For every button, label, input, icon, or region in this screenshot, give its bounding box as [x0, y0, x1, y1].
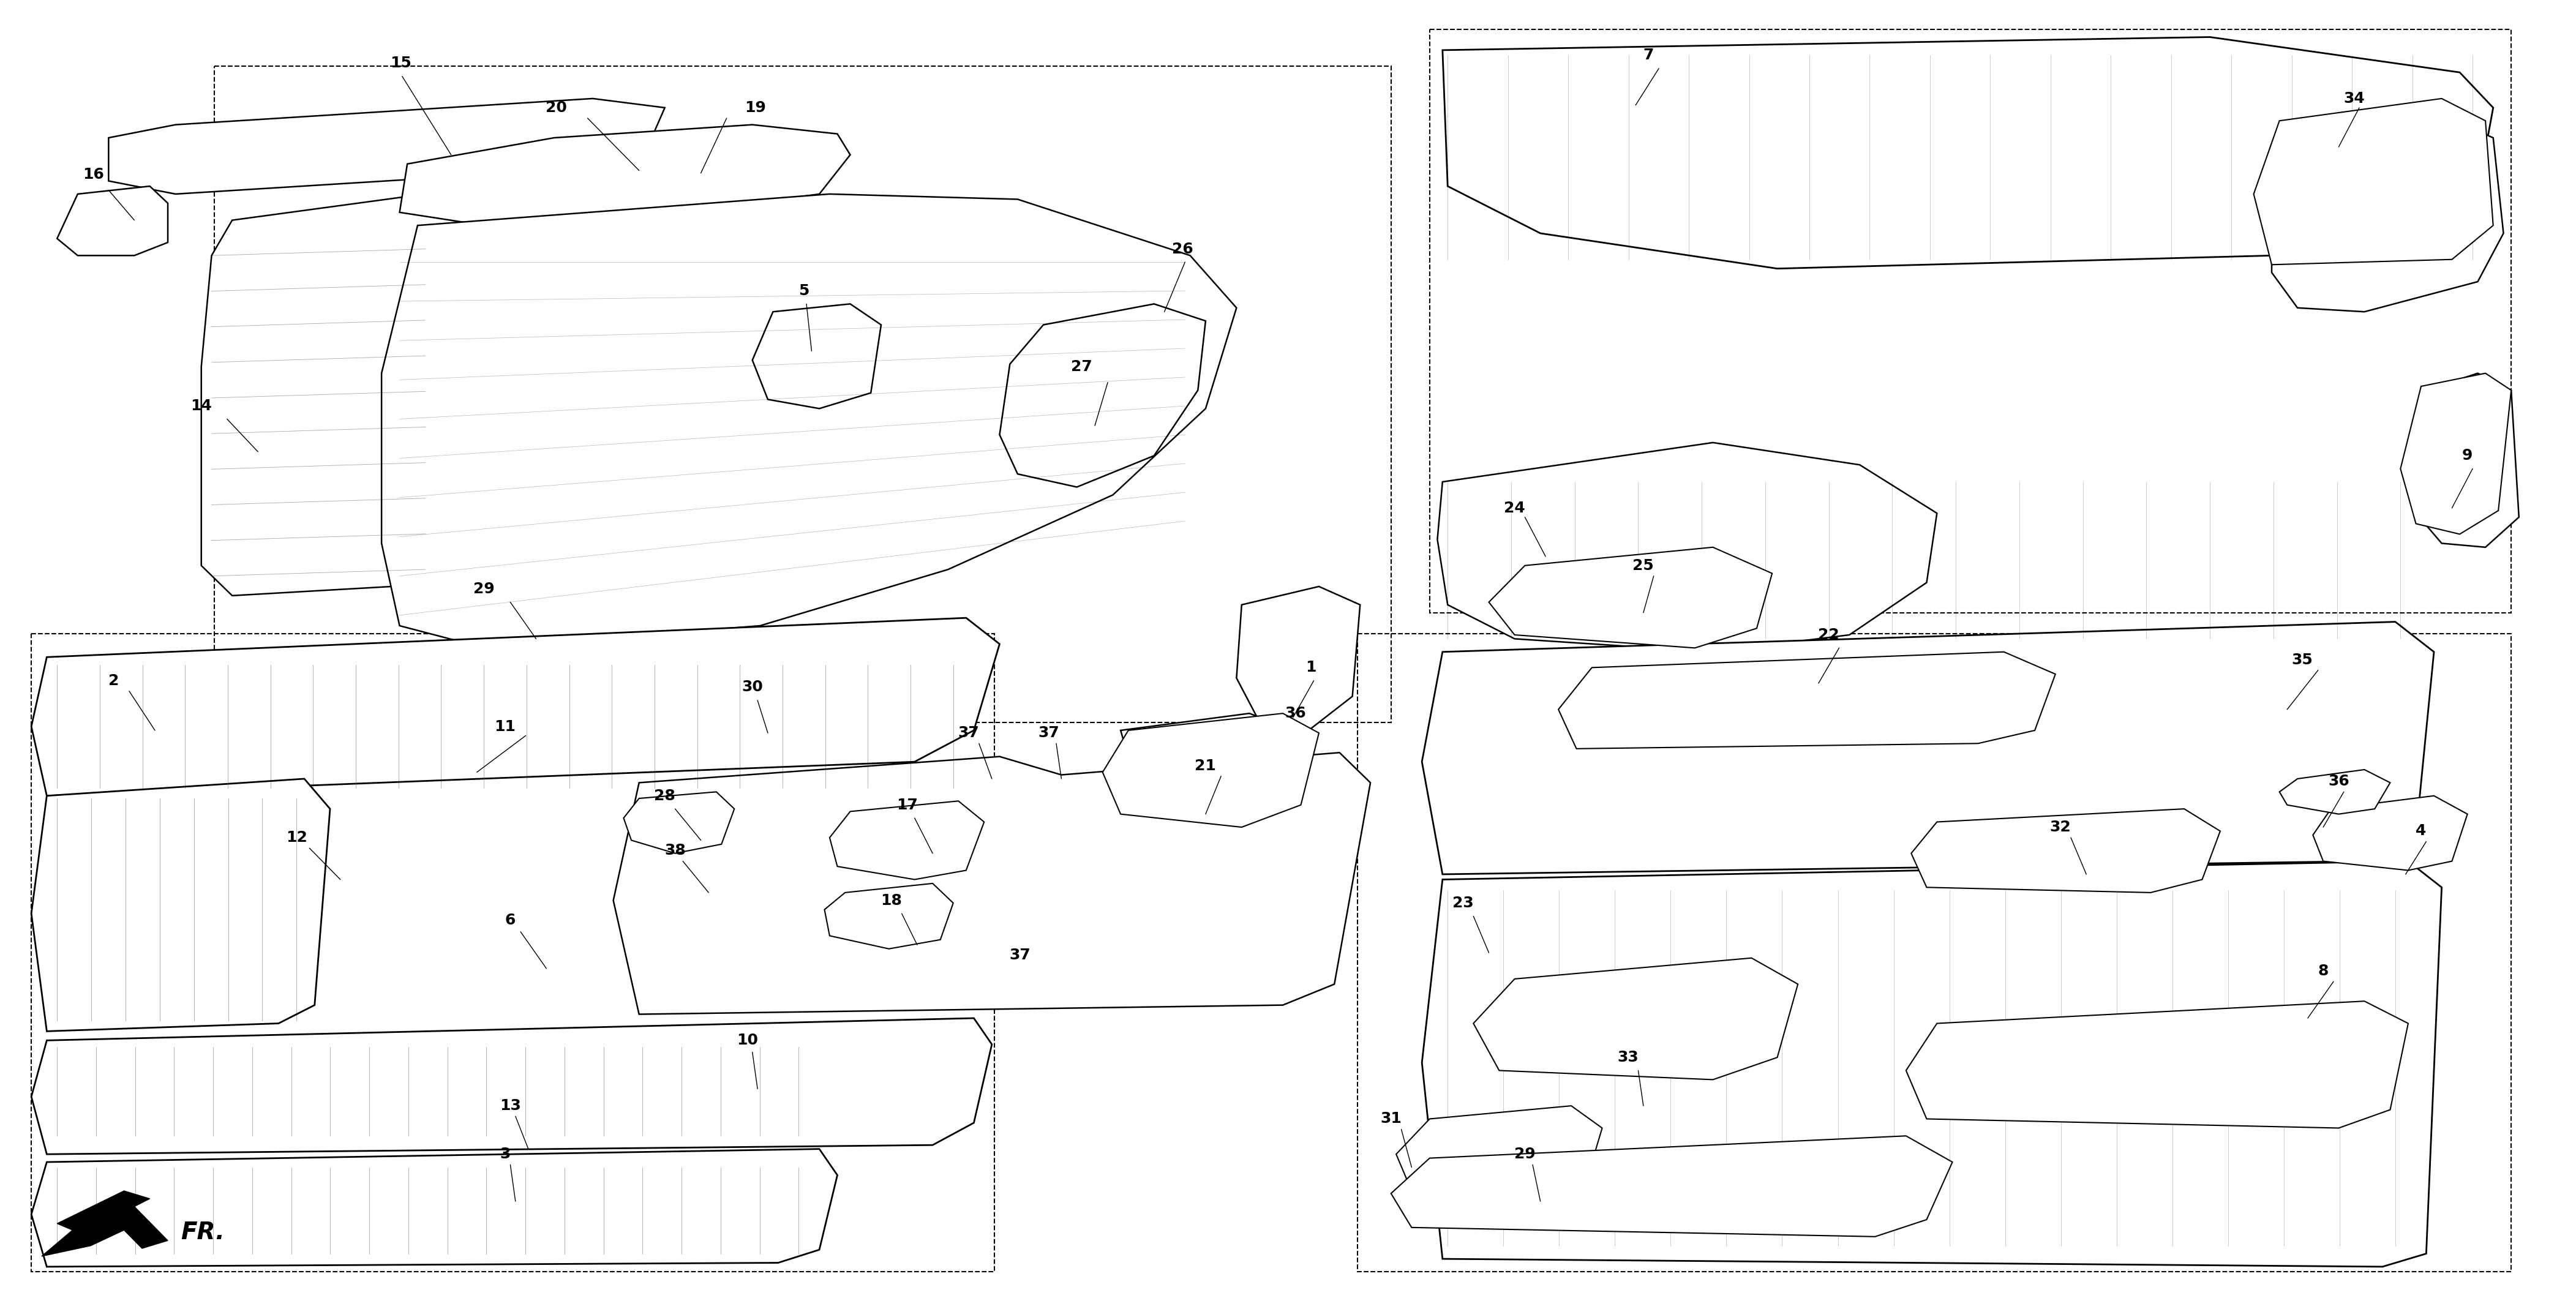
Text: 31: 31 — [1381, 1111, 1401, 1126]
Polygon shape — [1473, 958, 1798, 1080]
Polygon shape — [108, 98, 665, 194]
Text: 37: 37 — [1010, 948, 1030, 962]
Text: 35: 35 — [2293, 652, 2313, 668]
Polygon shape — [1443, 37, 2494, 268]
Text: 37: 37 — [1038, 725, 1059, 741]
Polygon shape — [1422, 622, 2434, 874]
Text: 12: 12 — [286, 830, 307, 846]
Text: 33: 33 — [1618, 1050, 1638, 1064]
Text: 38: 38 — [665, 843, 685, 859]
Text: 22: 22 — [1819, 627, 1839, 643]
Text: FR.: FR. — [180, 1221, 224, 1245]
Polygon shape — [829, 801, 984, 880]
Polygon shape — [1236, 586, 1360, 730]
Polygon shape — [399, 124, 850, 225]
Bar — [1358, 634, 2512, 1272]
Text: 16: 16 — [82, 168, 103, 182]
Text: 27: 27 — [1072, 360, 1092, 374]
Polygon shape — [31, 779, 330, 1031]
Text: 3: 3 — [500, 1147, 510, 1161]
Text: 37: 37 — [958, 725, 979, 741]
Text: 36: 36 — [2329, 774, 2349, 789]
Text: 25: 25 — [1633, 558, 1654, 573]
Polygon shape — [824, 884, 953, 949]
Text: 9: 9 — [2463, 448, 2473, 463]
Polygon shape — [31, 1018, 992, 1155]
Text: 1: 1 — [1306, 660, 1316, 675]
Polygon shape — [31, 1149, 837, 1267]
Bar — [1430, 29, 2512, 613]
Text: 26: 26 — [1172, 242, 1193, 257]
Text: 10: 10 — [737, 1033, 757, 1047]
Text: 8: 8 — [2318, 963, 2329, 978]
Text: 15: 15 — [389, 56, 412, 71]
Polygon shape — [1558, 652, 2056, 749]
Polygon shape — [752, 304, 881, 408]
Text: 34: 34 — [2344, 92, 2365, 106]
Text: 14: 14 — [191, 399, 211, 414]
Text: 20: 20 — [546, 101, 567, 115]
Text: 36: 36 — [1285, 706, 1306, 721]
Polygon shape — [2280, 770, 2391, 814]
Polygon shape — [1906, 1001, 2409, 1128]
Polygon shape — [2401, 373, 2512, 534]
Bar — [31, 634, 994, 1272]
Polygon shape — [2416, 373, 2519, 547]
Text: 4: 4 — [2416, 823, 2427, 839]
Polygon shape — [2272, 115, 2504, 312]
Polygon shape — [57, 186, 167, 255]
Polygon shape — [41, 1191, 167, 1257]
Polygon shape — [623, 792, 734, 853]
Text: 28: 28 — [654, 788, 675, 804]
Polygon shape — [2313, 796, 2468, 870]
Text: 13: 13 — [500, 1098, 520, 1113]
Polygon shape — [2254, 98, 2494, 264]
Text: 6: 6 — [505, 912, 515, 927]
Polygon shape — [999, 304, 1206, 487]
Polygon shape — [201, 194, 683, 596]
Text: 19: 19 — [744, 101, 765, 115]
Text: 18: 18 — [881, 893, 902, 907]
Text: 7: 7 — [1643, 48, 1654, 63]
Polygon shape — [381, 194, 1236, 648]
Text: 32: 32 — [2050, 819, 2071, 835]
Text: 29: 29 — [1515, 1147, 1535, 1161]
Polygon shape — [1121, 713, 1293, 827]
Text: 2: 2 — [108, 673, 118, 689]
Text: 5: 5 — [799, 284, 809, 298]
Text: 29: 29 — [474, 581, 495, 597]
Text: 11: 11 — [495, 719, 515, 734]
Polygon shape — [1489, 547, 1772, 648]
Text: 24: 24 — [1504, 500, 1525, 516]
Polygon shape — [1103, 713, 1319, 827]
Polygon shape — [1391, 1136, 1953, 1237]
Polygon shape — [1911, 809, 2221, 893]
Bar — [214, 65, 1391, 723]
Text: 23: 23 — [1453, 895, 1473, 910]
Text: 17: 17 — [896, 797, 917, 813]
Text: 21: 21 — [1195, 758, 1216, 774]
Polygon shape — [1422, 861, 2442, 1267]
Polygon shape — [613, 753, 1370, 1014]
Text: 30: 30 — [742, 679, 762, 695]
Polygon shape — [31, 618, 999, 796]
Polygon shape — [1396, 1106, 1602, 1202]
Polygon shape — [1437, 442, 1937, 652]
